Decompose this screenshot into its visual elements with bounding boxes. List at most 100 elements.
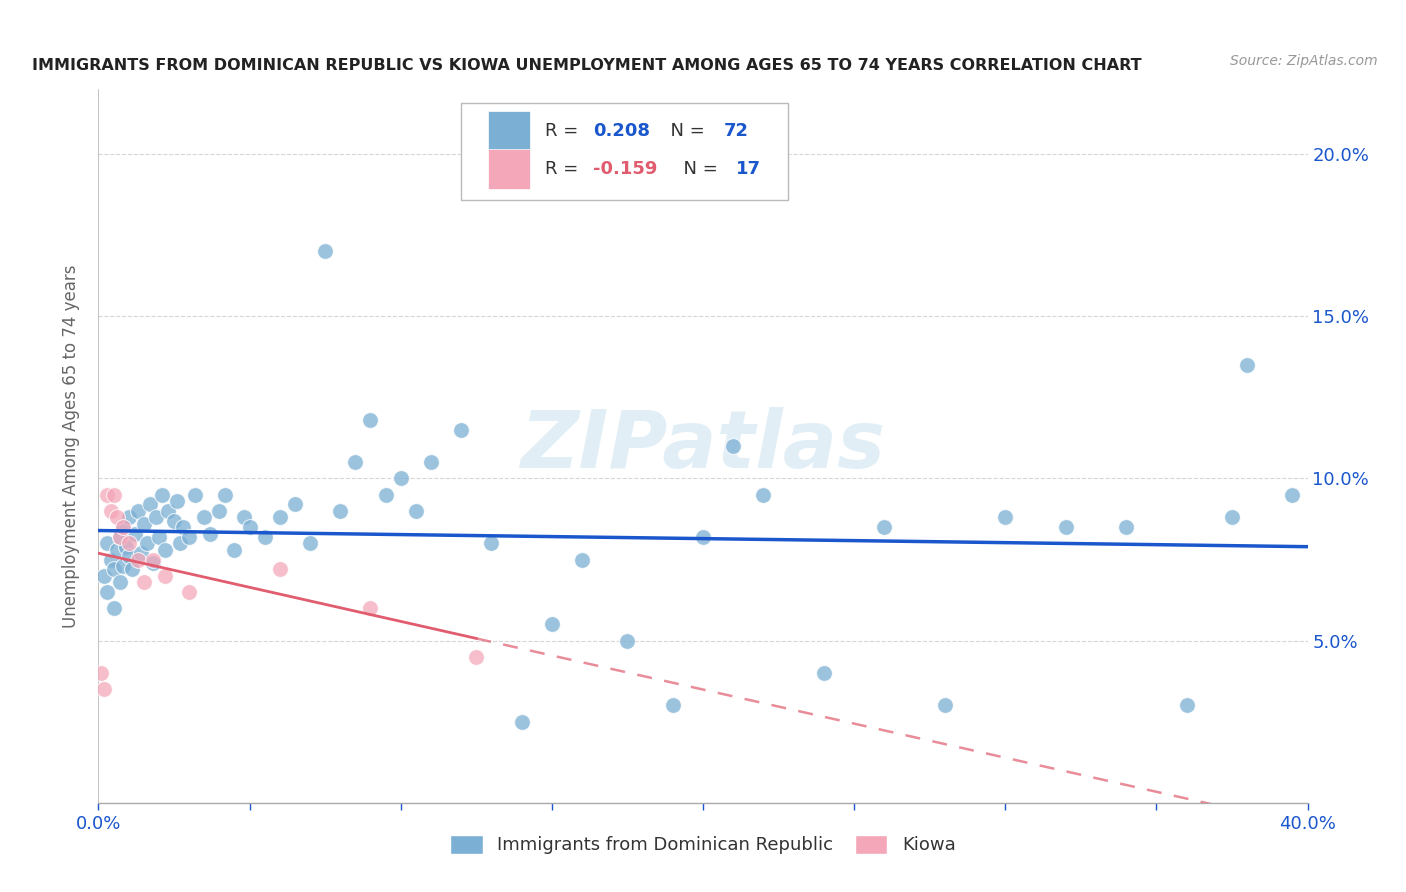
Point	[752, 488, 775, 502]
Text: N =: N =	[672, 161, 723, 178]
Point	[329, 504, 352, 518]
Point	[360, 413, 382, 427]
Point	[111, 559, 134, 574]
Point	[139, 497, 162, 511]
Point	[127, 504, 149, 518]
Point	[510, 714, 533, 729]
Point	[179, 585, 201, 599]
Text: N =: N =	[659, 121, 711, 139]
Point	[90, 666, 112, 681]
Point	[142, 552, 165, 566]
Point	[1220, 510, 1243, 524]
Point	[111, 520, 134, 534]
Point	[114, 540, 136, 554]
Point	[692, 530, 714, 544]
Point	[108, 530, 131, 544]
Point	[193, 510, 215, 524]
Point	[571, 552, 593, 566]
Point	[118, 536, 141, 550]
Point	[661, 698, 683, 713]
Point	[145, 510, 167, 524]
Point	[100, 504, 122, 518]
Point	[118, 510, 141, 524]
Bar	[488, 111, 530, 150]
Text: 17: 17	[735, 161, 761, 178]
FancyBboxPatch shape	[461, 103, 787, 200]
Point	[540, 617, 562, 632]
Text: -0.159: -0.159	[593, 161, 658, 178]
Point	[1115, 520, 1137, 534]
Point	[96, 488, 118, 502]
Point	[135, 536, 157, 550]
Point	[214, 488, 236, 502]
Point	[360, 601, 382, 615]
Point	[873, 520, 896, 534]
Point	[232, 510, 254, 524]
Point	[96, 536, 118, 550]
Point	[150, 488, 173, 502]
Point	[118, 549, 141, 564]
Point	[299, 536, 322, 550]
Point	[1175, 698, 1198, 713]
Point	[200, 526, 222, 541]
Point	[132, 516, 155, 531]
Point	[93, 682, 115, 697]
Point	[103, 488, 125, 502]
Point	[96, 585, 118, 599]
Point	[1281, 488, 1303, 502]
Point	[1054, 520, 1077, 534]
Point	[1236, 358, 1258, 372]
Point	[142, 556, 165, 570]
Y-axis label: Unemployment Among Ages 65 to 74 years: Unemployment Among Ages 65 to 74 years	[62, 264, 80, 628]
Point	[172, 520, 194, 534]
Point	[994, 510, 1017, 524]
Point	[179, 530, 201, 544]
Point	[420, 455, 443, 469]
Text: ZIPatlas: ZIPatlas	[520, 407, 886, 485]
Point	[269, 562, 291, 576]
Point	[314, 244, 336, 259]
Point	[127, 552, 149, 566]
Point	[465, 649, 488, 664]
Point	[108, 530, 131, 544]
Point	[108, 575, 131, 590]
Point	[389, 471, 412, 485]
Point	[166, 494, 188, 508]
Point	[129, 546, 152, 560]
Point	[184, 488, 207, 502]
Text: 0.208: 0.208	[593, 121, 650, 139]
Point	[253, 530, 276, 544]
Point	[450, 423, 472, 437]
Point	[105, 542, 128, 557]
Text: IMMIGRANTS FROM DOMINICAN REPUBLIC VS KIOWA UNEMPLOYMENT AMONG AGES 65 TO 74 YEA: IMMIGRANTS FROM DOMINICAN REPUBLIC VS KI…	[32, 58, 1142, 73]
Point	[148, 530, 170, 544]
Point	[169, 536, 191, 550]
Bar	[488, 150, 530, 189]
Text: 72: 72	[724, 121, 748, 139]
Point	[224, 542, 246, 557]
Point	[934, 698, 956, 713]
Text: R =: R =	[544, 121, 583, 139]
Point	[284, 497, 307, 511]
Point	[723, 439, 745, 453]
Point	[813, 666, 835, 681]
Point	[616, 633, 638, 648]
Point	[156, 504, 179, 518]
Text: Source: ZipAtlas.com: Source: ZipAtlas.com	[1230, 54, 1378, 68]
Point	[269, 510, 291, 524]
Point	[103, 562, 125, 576]
Point	[103, 601, 125, 615]
Point	[481, 536, 503, 550]
Point	[344, 455, 367, 469]
Point	[239, 520, 262, 534]
Point	[111, 520, 134, 534]
Point	[121, 562, 143, 576]
Legend: Immigrants from Dominican Republic, Kiowa: Immigrants from Dominican Republic, Kiow…	[443, 828, 963, 862]
Point	[374, 488, 396, 502]
Point	[153, 542, 176, 557]
Text: R =: R =	[544, 161, 583, 178]
Point	[405, 504, 427, 518]
Point	[153, 568, 176, 582]
Point	[124, 526, 146, 541]
Point	[105, 510, 128, 524]
